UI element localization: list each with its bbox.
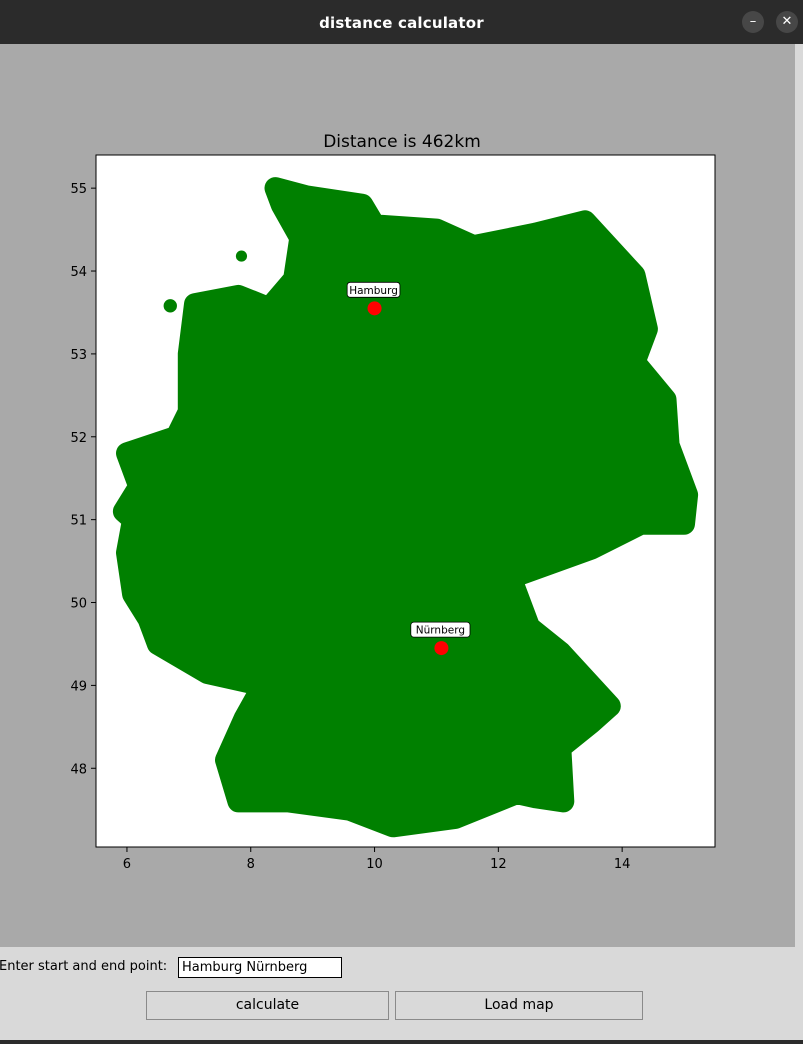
chart-title: Distance is 462km <box>323 132 481 152</box>
city-label: Hamburg <box>349 285 398 297</box>
route-prompt-label: Enter start and end point: <box>0 959 168 974</box>
y-tick-label: 48 <box>70 762 87 777</box>
minimize-button[interactable]: – <box>742 11 764 33</box>
map-island-1 <box>163 299 177 313</box>
title-bar: distance calculator – ✕ <box>0 0 803 44</box>
map-region-shape <box>112 177 699 838</box>
x-tick-label: 8 <box>247 857 255 872</box>
axis-ticks: 6 8 10 12 14 48 49 50 51 52 53 54 55 <box>70 182 630 872</box>
y-tick-label: 54 <box>70 265 87 280</box>
y-tick-label: 51 <box>70 514 87 529</box>
map-island-2 <box>235 250 248 262</box>
city-markers: Hamburg Nürnberg <box>346 281 471 656</box>
y-tick-label: 49 <box>70 679 87 694</box>
route-input[interactable] <box>178 957 342 978</box>
map-island-3 <box>446 231 458 242</box>
window-title: distance calculator <box>319 14 484 32</box>
y-tick-label: 50 <box>70 597 87 612</box>
close-button[interactable]: ✕ <box>776 11 798 33</box>
y-tick-label: 53 <box>70 348 87 363</box>
load-map-button[interactable]: Load map <box>395 991 643 1020</box>
y-tick-label: 55 <box>70 182 87 197</box>
city-label: Nürnberg <box>416 625 465 637</box>
city-marker <box>367 301 382 316</box>
x-tick-label: 10 <box>366 857 383 872</box>
x-tick-label: 6 <box>123 857 131 872</box>
map-germany <box>112 177 699 838</box>
map-chart: Distance is 462km 6 8 10 12 14 48 49 50 51 52 53 54… <box>70 132 716 872</box>
window-edge <box>795 44 803 1044</box>
city-label-box <box>410 621 471 638</box>
window-bottom-border <box>0 1040 803 1044</box>
y-tick-label: 52 <box>70 431 87 446</box>
calculate-button[interactable]: calculate <box>146 991 389 1020</box>
x-tick-label: 14 <box>614 857 631 872</box>
x-tick-label: 12 <box>490 857 507 872</box>
city-label-box <box>346 281 401 298</box>
city-marker <box>434 641 449 656</box>
